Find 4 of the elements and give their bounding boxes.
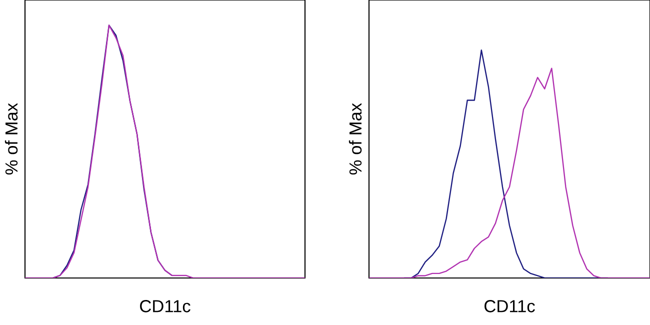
y-axis-title: % of Max <box>348 103 362 174</box>
y-axis-title: % of Max <box>4 103 18 174</box>
x-axis-title: CD11c <box>484 300 535 312</box>
x-axis-title: CD11c <box>140 300 190 312</box>
